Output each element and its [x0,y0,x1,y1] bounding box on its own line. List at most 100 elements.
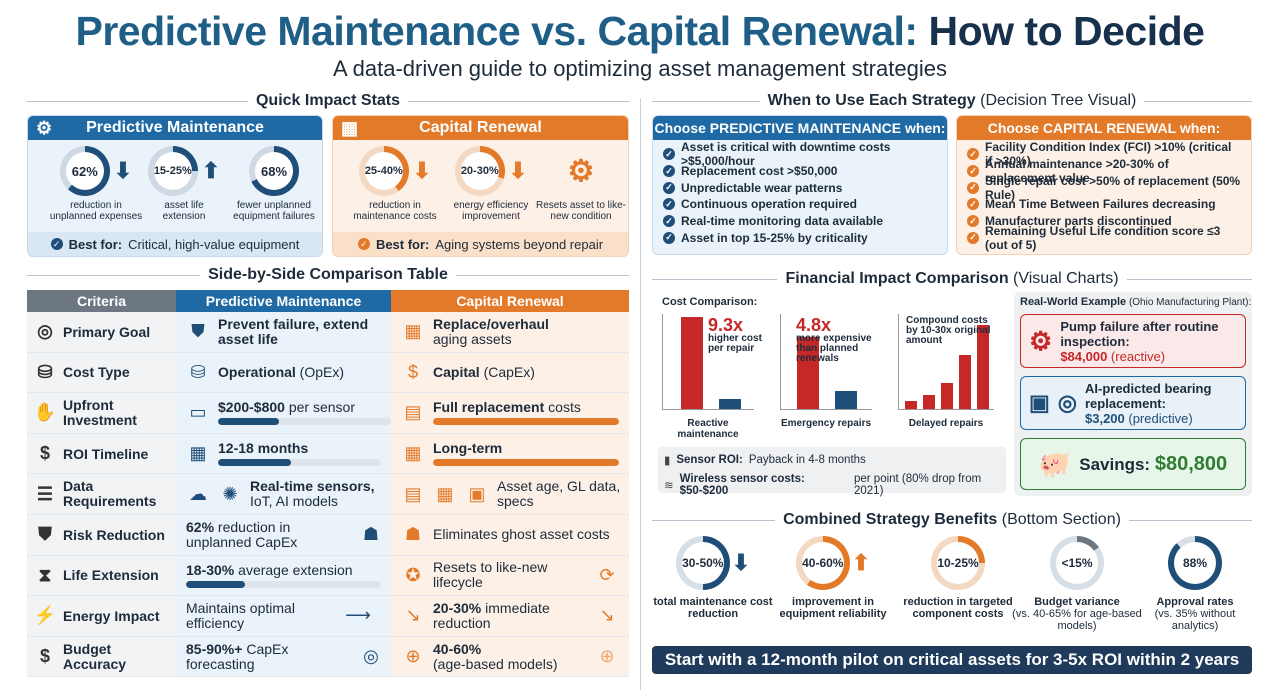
wifi-icon: ≋ [664,480,674,492]
pilot-banner: Start with a 12-month pilot on critical … [652,646,1252,674]
document-icon: ▤ [404,483,422,504]
arrow-down-icon: ⬇ [412,158,432,183]
arrow-down-icon: ⬇ [508,158,528,183]
bar [959,355,971,409]
ghost-icon: ☗ [404,524,422,545]
progress-ring: 10-25% [931,536,985,590]
ai-chip-icon: ▣ [1029,390,1050,415]
combined-stat: 30-50% ⬇ total maintenance cost reduction [648,536,778,620]
list-item: ✓ Continuous operation required [663,196,937,213]
building-icon: ▦ [341,118,359,138]
column-header: Capital Renewal [391,290,629,312]
list-item: ✓ Single repair cost >50% of replacement … [967,174,1241,202]
financial-heading: Financial Impact Comparison (Visual Char… [652,270,1252,288]
capital-stats-card: ▦ Capital Renewal 25-40% ⬇ reduction in … [332,115,629,257]
coins-icon: ⛁ [190,361,206,382]
cash-stack-icon: ▤ [404,402,422,423]
target-icon: ◎ [37,321,53,342]
quick-stats-heading: Quick Impact Stats [27,92,630,110]
list-item: ✓ Asset in top 15-25% by criticality [663,229,937,246]
chart-annotation: 4.8x more expensive than planned renewals [796,315,872,364]
shield-alert-icon: ⛊ [38,524,52,545]
money-bag-icon: $ [407,361,418,382]
piggy-bank-icon: 🐖 [1038,448,1072,479]
bar [923,395,935,409]
lightning-icon: ⚡ [33,605,57,626]
table-row: $ Budget Accuracy 85-90%+ CapEx forecasti… [27,636,629,678]
flat-line-chart-icon: ⟶ [345,605,371,626]
list-item: ✓ Mean Time Between Failures decreasing [967,196,1241,213]
table-row: $ ROI Timeline ▦ 12-18 months ▦ Long-term [27,433,629,475]
page-title: Predictive Maintenance vs. Capital Renew… [75,8,1205,54]
list-item: ✓ Annual maintenance >20-30% of replaceme… [967,157,1241,185]
mini-chart [662,314,754,410]
bar [681,317,703,409]
crosshair-icon: ⊕ [599,646,615,667]
bar-fill [433,418,619,426]
coins-icon: ⛁ [37,361,53,382]
crosshair-icon: ⊕ [405,646,421,667]
check-icon: ✓ [50,238,63,250]
bullseye-icon: ◎ [363,646,379,667]
stat-item: ⚙ Resets asset to like-new condition [531,146,628,223]
combined-stat: 88% Approval rates (vs. 35% without analy… [1130,536,1260,632]
progress-ring: 88% [1168,536,1222,590]
ghost-icon: ☗ [362,524,380,545]
best-for-row: ✓ Best for: Critical, high-value equipmen… [28,232,322,256]
list-item: ✓ Remaining Useful Life condition score ≤… [967,224,1241,252]
progress-bar [433,418,619,426]
money-bag-icon: $ [39,646,50,667]
check-icon: ✓ [663,215,675,228]
table-row: ⛊ Risk Reduction 62% reduction in unplann… [27,514,629,556]
check-icon: ✓ [967,165,979,178]
bar-fill [433,459,619,467]
blueprint-icon: ▣ [468,483,486,504]
combined-heading: Combined Strategy Benefits (Bottom Secti… [652,511,1252,529]
column-header: Criteria [27,290,176,312]
chart-caption: Reactive maintenance [677,418,739,440]
bar-fill [218,418,279,426]
hourglass-icon: ⧗ [38,564,52,585]
capital-criteria-title: Choose CAPITAL RENEWAL when: [957,116,1251,140]
comparison-table: Criteria Predictive Maintenance Capital … [27,290,629,678]
predictive-criteria-title: Choose PREDICTIVE MAINTENANCE when: [653,116,947,140]
table-row: ⚡ Energy Impact Maintains optimal efficie… [27,596,629,637]
calendar-icon: ▦ [189,443,207,464]
bar [941,383,953,409]
arrow-up-icon: ⬆ [851,550,871,575]
capital-criteria-box: Choose CAPITAL RENEWAL when: ✓ Facility C… [956,115,1252,255]
pump-icon: ⚙ [1029,325,1053,356]
stat-item: 25-40% ⬇ reduction in maintenance costs [345,146,445,222]
table-row: ⛁ Cost Type ⛁ Operational (OpEx) $ Capital … [27,352,629,394]
progress-bar [433,459,619,467]
reset-badge-icon: ✪ [405,564,421,585]
table-row: ✋ Upfront Investment ▭ $200-$800 per senso… [27,393,629,434]
check-icon: ✓ [357,238,370,250]
list-item: ✓ Replacement cost >$50,000 [663,163,937,180]
check-icon: ✓ [967,198,979,211]
progress-ring: 20-30% [454,146,505,196]
progress-bar [186,580,381,588]
combined-stat: 40-60% ⬆ improvement in equipment reliabi… [768,536,898,620]
column-header: Predictive Maintenance [176,290,391,312]
list-item: ✓ Manufacturer parts discontinued [967,213,1241,230]
building-icon: ▦ [404,321,422,342]
progress-ring: 40-60% [795,536,850,590]
check-icon: ✓ [663,198,675,211]
check-icon: ✓ [967,148,979,161]
real-world-example-panel: Real-World Example (Ohio Manufacturing P… [1014,292,1252,496]
list-item: ✓ Asset is critical with downtime costs >… [663,140,937,168]
predictive-stats-card: ⚙ Predictive Maintenance 62% ⬇ reduction… [27,115,323,257]
hand-money-icon: ✋ [33,402,57,423]
decision-heading: When to Use Each Strategy (Decision Tree… [652,92,1253,110]
refresh-icon: ⟳ [599,564,615,585]
comparison-heading: Side-by-Side Comparison Table [27,266,629,284]
brain-icon: ✺ [222,483,238,504]
bar [719,399,741,409]
check-icon: ✓ [663,148,675,161]
progress-ring: 30-50% [675,536,730,590]
cloud-icon: ☁ [189,483,207,504]
cash-icon: ▭ [189,402,207,423]
predictive-card-title: Predictive Maintenance [86,119,264,136]
list-item: ✓ Facility Condition Index (FCI) >10% (cr… [967,140,1241,168]
